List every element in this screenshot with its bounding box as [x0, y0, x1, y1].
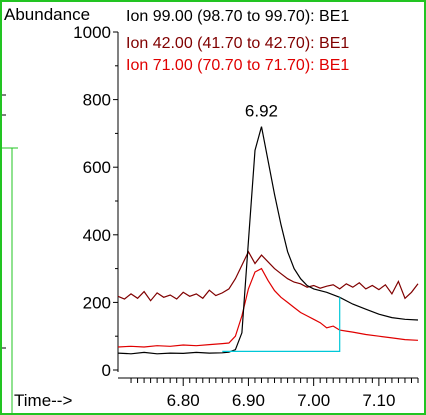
y-tick-label: 0	[102, 361, 111, 380]
y-tick-label: 600	[83, 158, 111, 177]
x-tick-label: 6.80	[167, 391, 200, 410]
y-tick-label: 800	[83, 91, 111, 110]
y-tick-label: 1000	[73, 23, 111, 42]
peak-label: 6.92	[245, 102, 278, 121]
plot-area	[117, 126, 419, 355]
legend-item-ion-42: Ion 42.00 (41.70 to 42.70): BE1	[126, 35, 349, 52]
x-axis-ticks: 6.80 6.90 7.00 7.10	[130, 378, 419, 410]
series-line-0	[117, 126, 419, 355]
legend-item-ion-99: Ion 99.00 (98.70 to 99.70): BE1	[126, 8, 349, 25]
legend: Ion 99.00 (98.70 to 99.70): BE1 Ion 42.0…	[126, 8, 349, 74]
x-tick-label: 7.00	[297, 391, 330, 410]
x-axis-title: Time-->	[14, 391, 72, 410]
y-axis-title: Abundance	[4, 5, 90, 24]
x-tick-label: 7.10	[362, 391, 395, 410]
y-tick-label: 400	[83, 226, 111, 245]
integration-baseline	[222, 297, 341, 352]
y-axis-ticks: 0 200 400 600 800 1000	[73, 23, 118, 380]
series-line-1	[117, 250, 419, 302]
series-line-2	[117, 267, 419, 348]
legend-item-ion-71: Ion 71.00 (70.70 to 71.70): BE1	[126, 57, 349, 74]
x-tick-label: 6.90	[232, 391, 265, 410]
y-tick-label: 200	[83, 293, 111, 312]
